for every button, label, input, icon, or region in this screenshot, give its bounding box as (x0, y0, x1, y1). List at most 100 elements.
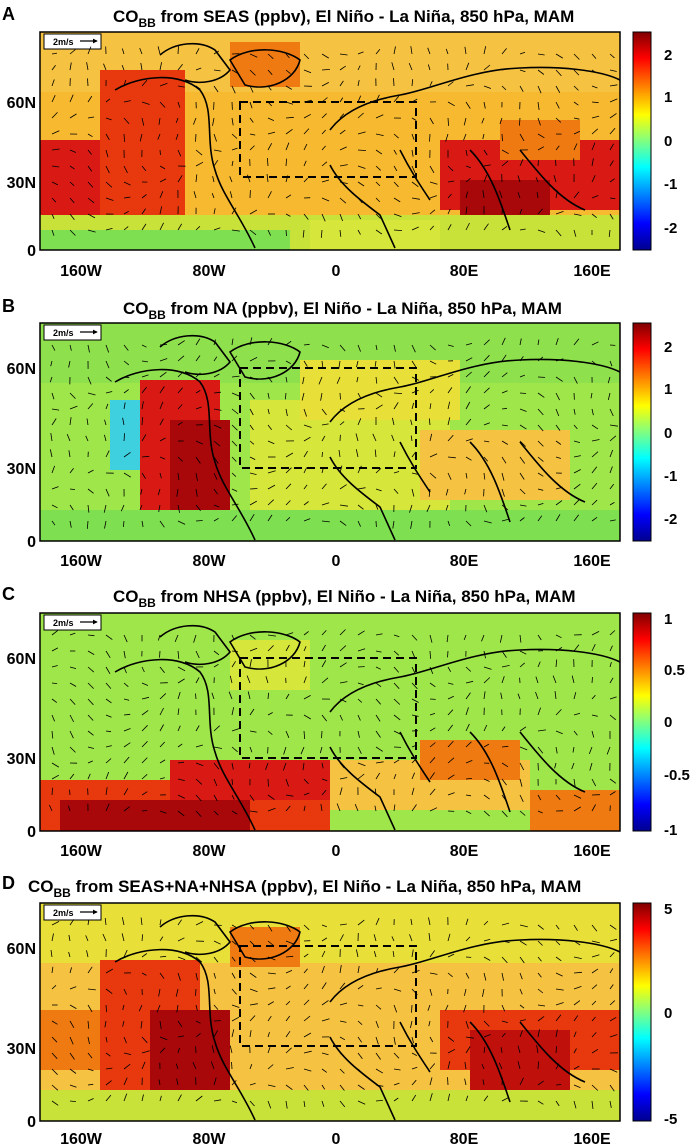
wind-arrow (393, 666, 400, 673)
wind-arrow (447, 757, 455, 764)
wind-arrow (51, 647, 59, 652)
wind-arrow (123, 728, 131, 732)
wind-arrow (69, 967, 72, 974)
wind-arrow (141, 208, 146, 215)
wind-arrow (427, 47, 431, 55)
wind-arrow (465, 438, 473, 442)
wind-arrow (411, 1052, 417, 1056)
wind-arrow (213, 373, 220, 378)
panel-letter: A (2, 4, 15, 24)
wind-arrow (519, 726, 527, 732)
wind-arrow (429, 666, 434, 674)
wind-arrow (321, 520, 330, 523)
wind-arrow (282, 762, 287, 771)
wind-arrow (411, 344, 416, 353)
wind-arrow (285, 340, 292, 346)
wind-arrow (411, 360, 417, 368)
wind-arrow (483, 794, 490, 800)
wind-arrow (69, 1068, 77, 1074)
wind-arrow (69, 730, 74, 739)
coastline (114, 914, 621, 1121)
wind-arrow (573, 499, 580, 506)
wind-arrow (267, 924, 273, 932)
wind-arrow (573, 730, 578, 736)
wind-arrow (213, 762, 220, 770)
wind-arrow (465, 62, 470, 71)
svg-text:160W: 160W (60, 1131, 103, 1148)
wind-arrow (303, 467, 307, 474)
wind-arrow (483, 64, 491, 71)
wind-arrow (249, 133, 256, 136)
wind-arrow (321, 950, 326, 958)
wind-arrow (303, 424, 312, 428)
wind-arrow (51, 714, 55, 722)
wind-arrow (249, 408, 254, 416)
wind-arrow (465, 343, 473, 346)
wind-arrow (321, 762, 324, 769)
svg-text:80W: 80W (193, 843, 227, 860)
wind-arrow (267, 634, 276, 637)
wind-arrow (159, 520, 165, 528)
wind-arrow (267, 424, 273, 431)
wind-arrow (195, 372, 201, 378)
wind-arrow (285, 116, 294, 119)
map-field (40, 613, 620, 831)
wind-arrow (393, 149, 397, 155)
wind-arrow (69, 488, 76, 490)
wind-arrow (411, 787, 415, 796)
wind-arrow (266, 174, 269, 183)
wind-arrow (285, 632, 294, 636)
wind-arrow (69, 682, 77, 687)
x-axis-ticks: 160W 80W 0 80E 160E (60, 263, 611, 280)
wind-arrow (465, 222, 470, 231)
wind-arrow (51, 682, 58, 684)
wind-arrow (177, 223, 183, 231)
svg-text:0.5: 0.5 (664, 662, 685, 679)
wind-arrow (195, 133, 197, 142)
wind-arrow (501, 810, 508, 818)
wind-arrow (177, 85, 185, 88)
svg-text:-5: -5 (664, 1111, 677, 1128)
wind-arrow (66, 433, 71, 442)
wind-arrow (519, 408, 527, 412)
wind-arrow (303, 177, 308, 183)
wind-arrow (177, 794, 185, 799)
wind-arrow (87, 746, 94, 749)
wind-arrow (555, 794, 561, 800)
wind-arrow (465, 371, 472, 378)
wind-arrow (285, 1030, 291, 1038)
wind-arrow (105, 450, 110, 458)
wind-arrow (339, 762, 345, 769)
wind-arrow (50, 433, 53, 442)
wind-arrow (483, 1034, 491, 1038)
svg-text:30N: 30N (7, 461, 36, 478)
wind-arrow (267, 514, 273, 522)
wind-arrow (303, 660, 306, 668)
wind-arrow (123, 756, 130, 764)
wind-arrow (555, 988, 564, 991)
wind-arrow (229, 1045, 233, 1054)
wind-arrow (519, 956, 525, 964)
wind-arrow (447, 374, 454, 378)
wind-arrow (267, 778, 269, 787)
wind-arrow (591, 1048, 599, 1054)
wind-arrow (249, 376, 258, 381)
wind-arrow (302, 229, 305, 238)
wind-arrow (375, 730, 381, 738)
wind-arrow (411, 133, 415, 140)
wind-arrow (231, 1080, 237, 1086)
wind-arrow (555, 53, 564, 59)
wind-arrow (123, 806, 130, 812)
wind-arrow (429, 1093, 433, 1102)
wind-arrow (519, 69, 526, 73)
wind-arrow (373, 950, 377, 958)
wind-arrow (609, 113, 617, 119)
wind-arrow (122, 417, 125, 426)
wind-arrow (123, 389, 129, 394)
wind-arrow (213, 956, 219, 963)
wind-arrow (465, 1036, 474, 1039)
wind-arrow (303, 1050, 312, 1054)
wind-arrow (321, 69, 330, 71)
wind-arrow (105, 391, 113, 394)
